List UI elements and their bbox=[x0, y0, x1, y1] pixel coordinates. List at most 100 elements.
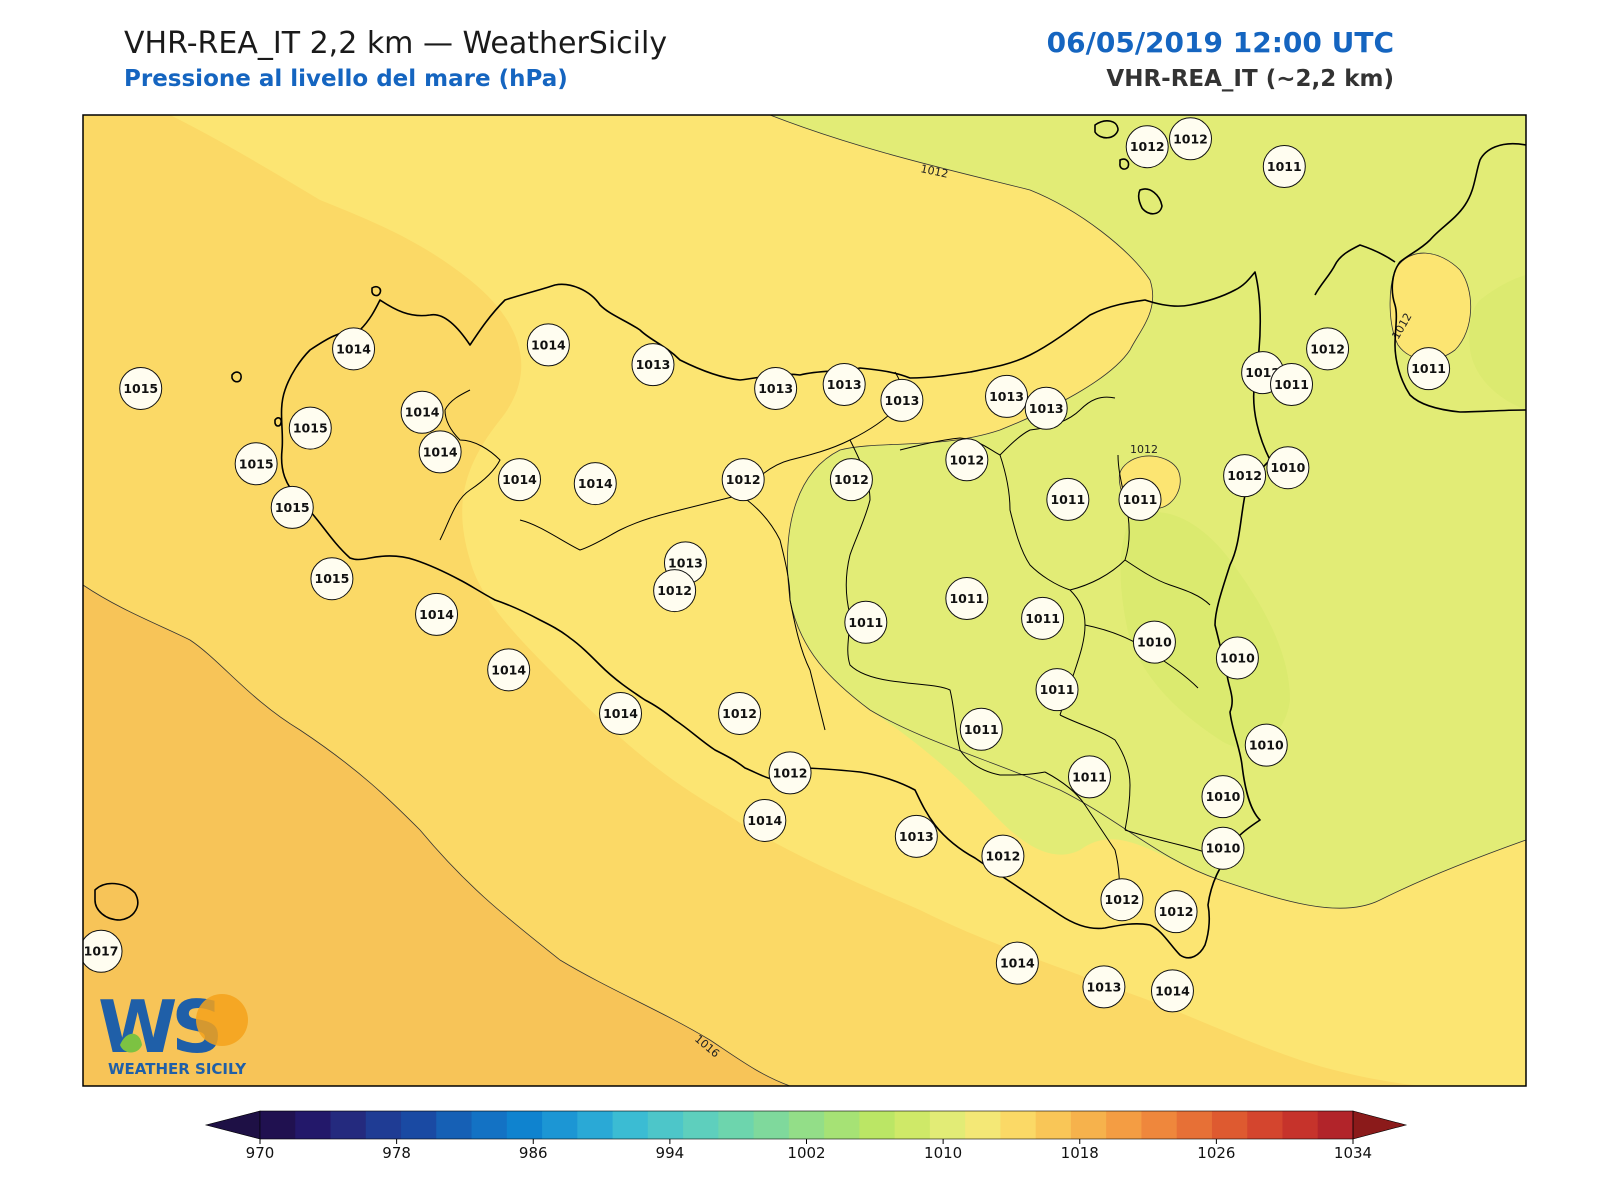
station-marker: 1014 bbox=[1150, 969, 1194, 1013]
station-marker: 1015 bbox=[270, 485, 314, 529]
colorbar-tick-label: 970 bbox=[246, 1144, 275, 1162]
station-circle bbox=[234, 442, 278, 486]
station-circle bbox=[945, 577, 989, 621]
station-marker: 1015 bbox=[288, 406, 332, 450]
station-value: 1015 bbox=[275, 500, 310, 515]
station-value: 1014 bbox=[747, 813, 782, 828]
station-value: 1012 bbox=[657, 583, 692, 598]
station-marker: 1011 bbox=[1067, 755, 1111, 799]
station-marker: 1011 bbox=[1046, 477, 1090, 521]
colorbar-tick-label: 1002 bbox=[787, 1144, 825, 1162]
colorbar-segment bbox=[401, 1111, 437, 1139]
station-circle bbox=[526, 323, 570, 367]
map-subtitle: Pressione al livello del mare (hPa) bbox=[124, 66, 568, 92]
station-value: 1012 bbox=[1159, 904, 1194, 919]
station-value: 1010 bbox=[1220, 650, 1255, 665]
station-marker: 1011 bbox=[1407, 347, 1451, 391]
map-frame bbox=[82, 114, 1527, 1087]
station-value: 1013 bbox=[668, 555, 703, 570]
station-value: 1010 bbox=[1249, 738, 1284, 753]
station-marker: 1011 bbox=[945, 577, 989, 621]
contour-label-1012-north: 1012 bbox=[919, 162, 949, 181]
station-marker: 1012 bbox=[1154, 890, 1198, 934]
station-circle bbox=[985, 374, 1029, 418]
station-circle bbox=[995, 941, 1039, 985]
colorbar-segment bbox=[365, 1111, 402, 1139]
map-title: VHR-REA_IT 2,2 km — WeatherSicily bbox=[124, 26, 668, 61]
station-circle bbox=[880, 378, 924, 422]
station-circle bbox=[1082, 965, 1126, 1009]
station-value: 1013 bbox=[1087, 979, 1122, 994]
station-value: 1012 bbox=[1227, 468, 1262, 483]
station-marker: 1014 bbox=[599, 691, 643, 735]
station-marker: 1014 bbox=[498, 458, 542, 502]
station-marker: 1012 bbox=[1100, 878, 1144, 922]
colorbar-segment bbox=[824, 1111, 860, 1139]
station-value: 1015 bbox=[315, 571, 350, 586]
colorbar-segment bbox=[929, 1111, 966, 1139]
station-value: 1011 bbox=[1072, 769, 1107, 784]
station-marker: 1014 bbox=[400, 390, 444, 434]
station-marker: 1014 bbox=[995, 941, 1039, 985]
station-value: 1011 bbox=[1050, 492, 1085, 507]
station-circle bbox=[1169, 117, 1213, 161]
station-marker: 1011 bbox=[844, 600, 888, 644]
station-marker: 1013 bbox=[822, 363, 866, 407]
station-marker: 1013 bbox=[894, 814, 938, 858]
station-circle bbox=[631, 343, 675, 387]
station-marker: 1015 bbox=[119, 366, 163, 410]
colorbar-segment bbox=[612, 1111, 649, 1139]
station-value: 1012 bbox=[722, 706, 757, 721]
station-circle bbox=[653, 569, 697, 613]
colorbar-segment bbox=[542, 1111, 578, 1139]
station-value: 1012 bbox=[986, 849, 1021, 864]
station-marker: 1012 bbox=[1223, 454, 1267, 498]
colorbar-segment bbox=[753, 1111, 790, 1139]
band-1016-1018 bbox=[83, 585, 790, 1086]
station-marker: 1011 bbox=[1270, 363, 1314, 407]
colorbar-segment bbox=[1282, 1111, 1319, 1139]
station-value: 1011 bbox=[1040, 682, 1075, 697]
station-marker: 1017 bbox=[83, 929, 123, 973]
station-circle bbox=[718, 691, 762, 735]
station-value: 1014 bbox=[502, 472, 537, 487]
colorbar-segment bbox=[859, 1111, 896, 1139]
colorbar-segment bbox=[577, 1111, 614, 1139]
station-marker: 1014 bbox=[526, 323, 570, 367]
station-marker: 1015 bbox=[310, 557, 354, 601]
colorbar-segment bbox=[330, 1111, 367, 1139]
station-value: 1013 bbox=[989, 389, 1024, 404]
station-marker: 1012 bbox=[981, 834, 1025, 878]
station-marker: 1014 bbox=[573, 462, 617, 506]
colorbar-segment bbox=[1141, 1111, 1178, 1139]
station-circle bbox=[1223, 454, 1267, 498]
station-circle bbox=[743, 798, 787, 842]
weather-sicily-logo: WS WEATHER SICILY bbox=[98, 985, 248, 1078]
station-circle bbox=[822, 363, 866, 407]
station-circle bbox=[1266, 446, 1310, 490]
logo-text: WEATHER SICILY bbox=[108, 1060, 247, 1078]
station-circle bbox=[1154, 890, 1198, 934]
station-circle bbox=[1067, 755, 1111, 799]
station-value: 1010 bbox=[1137, 635, 1172, 650]
station-marker: 1013 bbox=[1082, 965, 1126, 1009]
colorbar-tick-label: 994 bbox=[656, 1144, 685, 1162]
station-marker: 1012 bbox=[1169, 117, 1213, 161]
station-circle bbox=[270, 485, 314, 529]
colorbar-segment bbox=[718, 1111, 755, 1139]
station-marker: 1012 bbox=[768, 751, 812, 795]
valid-datetime: 06/05/2019 12:00 UTC bbox=[1046, 26, 1394, 59]
colorbar-segment bbox=[1247, 1111, 1283, 1139]
colorbar-segment bbox=[1317, 1111, 1354, 1139]
station-circle bbox=[1270, 363, 1314, 407]
station-circle bbox=[844, 600, 888, 644]
station-circle bbox=[1024, 386, 1068, 430]
station-marker: 1014 bbox=[415, 592, 459, 636]
station-circle bbox=[1132, 620, 1176, 664]
station-circle bbox=[599, 691, 643, 735]
station-circle bbox=[415, 592, 459, 636]
logo-sun bbox=[196, 994, 248, 1046]
station-value: 1011 bbox=[848, 615, 883, 630]
station-value: 1015 bbox=[123, 381, 158, 396]
